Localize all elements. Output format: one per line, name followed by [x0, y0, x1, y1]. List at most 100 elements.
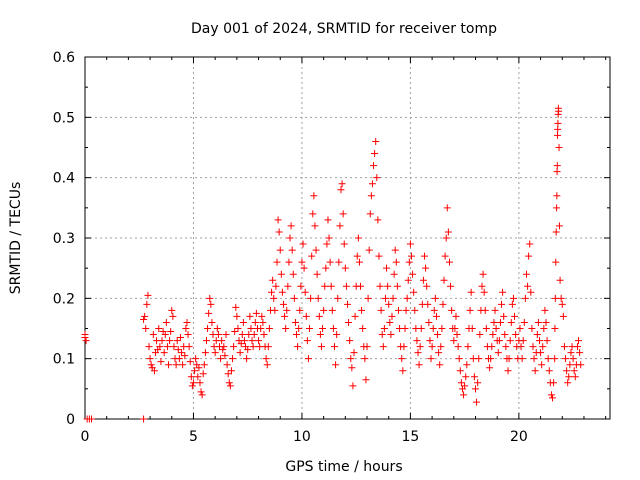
- data-point: [150, 367, 158, 375]
- data-point: [278, 288, 286, 296]
- data-point: [349, 382, 357, 390]
- data-point: [300, 264, 308, 272]
- data-point: [467, 288, 475, 296]
- data-point: [401, 325, 409, 332]
- data-point: [175, 355, 183, 363]
- data-point: [224, 370, 232, 378]
- data-point: [344, 300, 351, 308]
- data-point: [259, 318, 267, 326]
- data-point: [355, 258, 363, 266]
- data-point: [195, 364, 203, 372]
- data-point: [364, 294, 372, 302]
- data-point: [553, 168, 561, 176]
- data-point: [391, 246, 399, 254]
- data-point: [372, 137, 380, 145]
- data-point: [198, 391, 206, 399]
- data-point: [512, 331, 520, 339]
- data-point: [319, 325, 327, 332]
- data-point: [286, 234, 294, 242]
- data-point: [347, 355, 355, 363]
- x-tick-label: 5: [189, 429, 198, 445]
- data-point: [519, 337, 527, 345]
- data-point: [526, 240, 534, 248]
- data-point: [388, 312, 396, 320]
- data-point: [543, 337, 551, 345]
- data-point: [297, 282, 305, 290]
- data-point: [410, 288, 418, 296]
- data-point: [471, 385, 479, 393]
- y-axis-label: SRMTID / TECUs: [8, 182, 24, 295]
- data-point: [144, 291, 152, 299]
- data-point: [551, 355, 559, 363]
- data-point: [141, 312, 149, 320]
- data-point: [155, 325, 163, 332]
- data-point: [260, 331, 268, 339]
- data-point: [263, 361, 271, 369]
- data-point: [284, 282, 292, 290]
- data-point: [182, 325, 190, 332]
- data-point: [390, 270, 398, 278]
- data-point: [337, 186, 345, 194]
- data-point: [185, 343, 193, 351]
- data-point: [529, 343, 537, 351]
- data-point: [539, 343, 547, 351]
- data-point: [489, 331, 497, 339]
- data-point: [223, 361, 231, 369]
- data-point: [325, 234, 333, 242]
- data-point: [409, 270, 417, 278]
- data-point: [474, 379, 482, 387]
- data-point: [218, 337, 226, 345]
- data-point: [237, 340, 245, 348]
- data-point: [326, 258, 334, 266]
- data-point: [293, 331, 301, 339]
- data-point: [333, 331, 341, 339]
- data-point: [82, 337, 90, 345]
- data-point: [368, 180, 376, 188]
- data-point: [525, 252, 533, 260]
- data-point: [576, 349, 584, 357]
- data-point: [444, 228, 452, 236]
- data-point: [564, 379, 572, 387]
- data-point: [184, 331, 192, 339]
- data-point: [486, 364, 494, 372]
- data-point: [426, 337, 434, 345]
- data-point: [332, 361, 340, 369]
- x-axis-label: GPS time / hours: [285, 459, 402, 475]
- data-point: [553, 192, 561, 200]
- data-point: [214, 331, 222, 339]
- data-point: [200, 361, 208, 369]
- data-point: [307, 294, 315, 302]
- data-point: [192, 355, 200, 363]
- data-point: [394, 306, 402, 314]
- data-point: [172, 361, 180, 369]
- data-point: [311, 222, 319, 230]
- data-point: [383, 264, 391, 272]
- data-point: [142, 325, 150, 332]
- data-point: [554, 125, 562, 133]
- data-point: [189, 379, 197, 387]
- data-point: [168, 306, 176, 314]
- data-point: [340, 240, 348, 248]
- data-point: [453, 331, 461, 339]
- data-point: [379, 343, 387, 351]
- data-point: [264, 343, 272, 351]
- data-point: [306, 325, 314, 332]
- data-point: [496, 318, 504, 326]
- data-point: [179, 361, 187, 369]
- data-point: [350, 349, 358, 357]
- data-point: [232, 303, 240, 311]
- data-point: [217, 355, 225, 363]
- data-point: [448, 306, 456, 314]
- data-point: [434, 331, 442, 339]
- data-point: [567, 349, 575, 357]
- data-point: [551, 294, 559, 302]
- data-point: [156, 343, 164, 351]
- data-point: [220, 343, 228, 351]
- data-point: [194, 373, 202, 381]
- data-point: [221, 352, 229, 360]
- data-point: [335, 258, 343, 266]
- data-point: [552, 228, 560, 236]
- data-point: [187, 373, 195, 381]
- data-point: [461, 382, 469, 390]
- data-point: [312, 246, 320, 254]
